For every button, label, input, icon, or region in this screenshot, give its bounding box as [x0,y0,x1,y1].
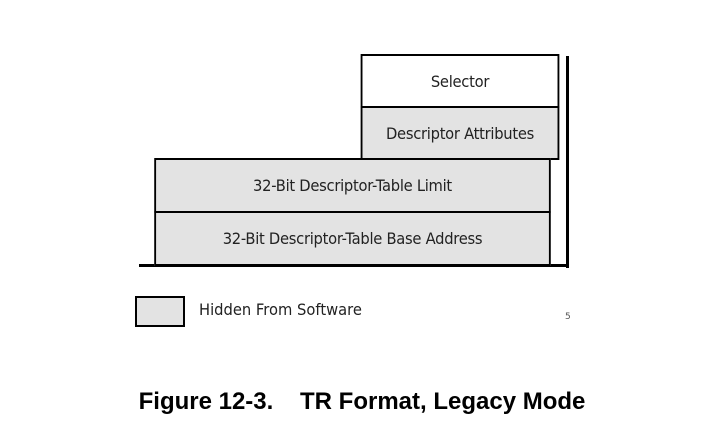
figure-title: TR Format, Legacy Mode [300,388,586,415]
table-base-label: 32-Bit Descriptor-Table Base Address [222,229,483,248]
selector-label: Selector [430,71,490,91]
figure-number: Figure 12-3. [138,388,274,415]
legend-label: Hidden From Software [199,300,362,319]
selector-shadow [566,56,569,160]
figure-caption: Figure 12-3. TR Format, Legacy Mode [0,388,724,416]
table-limit-field: 32-Bit Descriptor-Table Limit [154,158,551,213]
selector-field: Selector [360,54,560,108]
descriptor-attributes-field: Descriptor Attributes [360,106,560,160]
legend-swatch [135,296,185,327]
stray-mark: 5 [565,312,571,322]
table-base-field: 32-Bit Descriptor-Table Base Address [154,211,551,266]
register-shadow-right [566,158,569,268]
descriptor-attributes-label: Descriptor Attributes [385,123,535,143]
table-limit-label: 32-Bit Descriptor-Table Limit [253,176,452,195]
